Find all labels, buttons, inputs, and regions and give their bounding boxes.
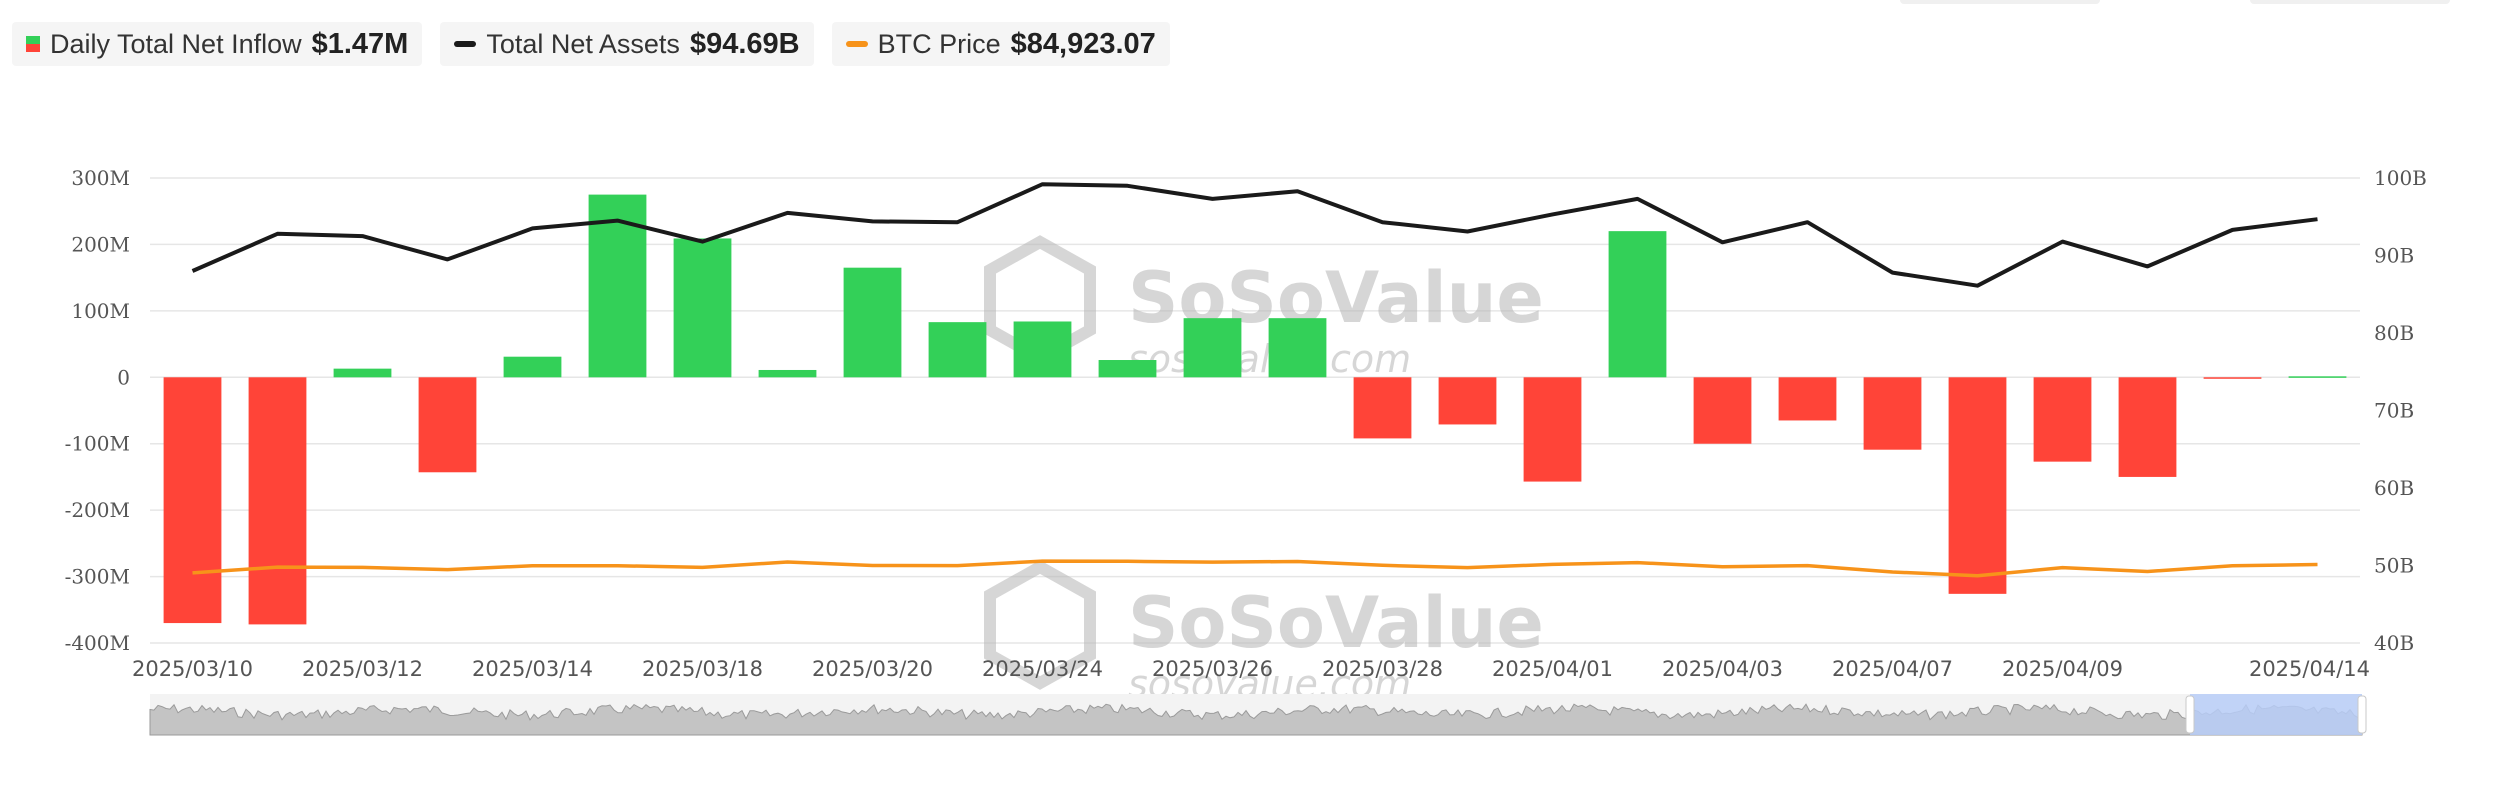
y-left-tick-label: 300M (71, 166, 130, 190)
legend-value-assets: $94.69B (689, 27, 800, 60)
bar-daily-net-inflow (673, 238, 732, 378)
y-left-tick-label: 200M (71, 232, 130, 256)
y-left-tick-label: -100M (65, 432, 130, 456)
assets-swatch-icon (454, 41, 477, 47)
x-tick-label: 2025/03/24 (982, 657, 1103, 681)
sosovalue-logo-icon (984, 235, 1096, 365)
navigator-selection-window[interactable] (2190, 694, 2362, 735)
bar-daily-net-inflow (2118, 377, 2177, 477)
bar-daily-net-inflow (333, 368, 392, 378)
x-tick-label: 2025/04/03 (1662, 657, 1783, 681)
legend: Daily Total Net Inflow $1.47M Total Net … (12, 22, 1170, 66)
y-left-tick-label: -200M (65, 498, 130, 522)
y-right-tick-label: 80B (2374, 321, 2414, 345)
x-tick-label: 2025/03/26 (1152, 657, 1273, 681)
bar-daily-net-inflow (2203, 377, 2262, 379)
toolbar-tab-1[interactable] (1900, 0, 2100, 4)
bar-daily-net-inflow (1608, 231, 1667, 378)
bar-daily-net-inflow (163, 377, 222, 624)
bar-daily-net-inflow (1353, 377, 1412, 439)
bars (163, 194, 2347, 625)
legend-label-inflow: Daily Total Net Inflow (50, 28, 302, 59)
x-tick-label: 2025/04/09 (2002, 657, 2123, 681)
bar-daily-net-inflow (503, 356, 562, 378)
inflow-swatch-icon (26, 36, 40, 52)
x-tick-label: 2025/03/12 (302, 657, 423, 681)
toolbar-tab-2[interactable] (2250, 0, 2450, 4)
bar-daily-net-inflow (1013, 321, 1072, 378)
bar-daily-net-inflow (418, 377, 477, 473)
legend-label-assets: Total Net Assets (486, 28, 680, 59)
bar-daily-net-inflow (2288, 376, 2347, 378)
bar-daily-net-inflow (1438, 377, 1497, 425)
y-right-tick-label: 40B (2374, 631, 2414, 655)
bar-daily-net-inflow (1268, 318, 1327, 378)
y-right-tick-label: 90B (2374, 244, 2414, 268)
legend-label-btc: BTC Price (877, 28, 1001, 59)
navigator-series (149, 703, 2363, 736)
bar-daily-net-inflow (1183, 318, 1242, 378)
btc-swatch-icon (845, 41, 868, 47)
bar-daily-net-inflow (248, 377, 307, 625)
bar-daily-net-inflow (1693, 377, 1752, 444)
y-right-tick-label: 60B (2374, 476, 2414, 500)
x-tick-label: 2025/03/14 (472, 657, 593, 681)
legend-item-btc[interactable]: BTC Price $84,923.07 (831, 22, 1170, 66)
y-left-tick-label: -300M (65, 565, 130, 589)
x-tick-label: 2025/04/01 (1492, 657, 1613, 681)
bar-daily-net-inflow (1523, 377, 1582, 482)
swatch-positive (26, 36, 40, 44)
x-tick-label: 2025/03/10 (132, 657, 253, 681)
line-total-net-assets (191, 182, 2318, 288)
range-navigator[interactable] (149, 694, 2367, 736)
bar-daily-net-inflow (1863, 377, 1922, 450)
x-tick-label: 2025/04/07 (1832, 657, 1953, 681)
x-tick-label: 2025/03/28 (1322, 657, 1443, 681)
legend-value-inflow: $1.47M (311, 27, 409, 60)
lines (191, 182, 2318, 578)
swatch-negative (26, 44, 40, 52)
y-axis-left: 300M 200M 100M 0 -100M -200M -300M -400M (65, 166, 130, 655)
navigator-handle-right[interactable] (2357, 695, 2367, 734)
navigator-handle-left[interactable] (2185, 695, 2195, 734)
x-tick-label: 2025/04/14 (2249, 657, 2370, 681)
legend-item-assets[interactable]: Total Net Assets $94.69B (440, 22, 814, 66)
x-axis: 2025/03/10 2025/03/12 2025/03/14 2025/03/18… (132, 657, 2370, 681)
line-btc-price (192, 559, 2318, 578)
y-axis-right: 100B 90B 80B 70B 60B 50B 40B (2374, 166, 2427, 655)
legend-value-btc: $84,923.07 (1010, 27, 1156, 60)
bar-daily-net-inflow (1098, 360, 1157, 378)
sosovalue-logo-icon (984, 560, 1096, 690)
bar-daily-net-inflow (2033, 377, 2092, 462)
y-right-tick-label: 70B (2374, 399, 2414, 423)
legend-item-inflow[interactable]: Daily Total Net Inflow $1.47M (12, 22, 423, 66)
bar-daily-net-inflow (843, 267, 902, 378)
x-tick-label: 2025/03/18 (642, 657, 763, 681)
x-tick-label: 2025/03/20 (812, 657, 933, 681)
bar-daily-net-inflow (1948, 377, 2007, 594)
y-left-tick-label: 100M (71, 299, 130, 323)
y-left-tick-label: 0 (117, 365, 130, 389)
y-right-tick-label: 50B (2374, 554, 2414, 578)
y-left-tick-label: -400M (65, 631, 130, 655)
bar-daily-net-inflow (928, 322, 987, 378)
bar-daily-net-inflow (758, 369, 817, 378)
y-right-tick-label: 100B (2374, 166, 2427, 190)
watermark-brand: SoSoValue (1128, 582, 1544, 664)
bar-daily-net-inflow (1778, 377, 1837, 421)
